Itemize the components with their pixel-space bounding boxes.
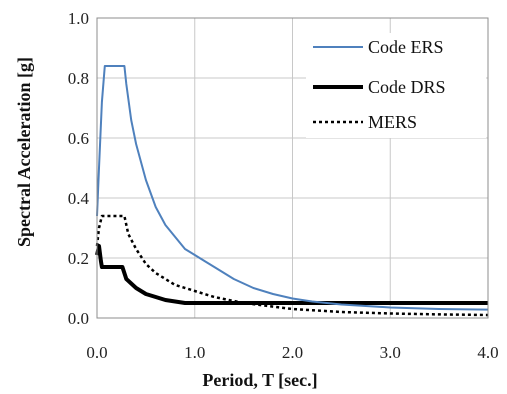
y-axis-title: Spectral Acceleration [g] (14, 57, 34, 247)
series-line-code-ers (96, 65, 489, 311)
series-line-mers (95, 214, 489, 317)
x-tick-label: 2.0 (282, 343, 303, 362)
y-tick-label: 0.0 (68, 309, 89, 328)
x-axis-title: Period, T [sec.] (202, 370, 317, 390)
plot-frame (96, 17, 489, 319)
tick-labels: 0.0 0.2 0.4 0.6 0.8 1.0 0.0 1.0 2.0 3.0 4.0 (68, 9, 499, 362)
y-tick-label: 0.2 (68, 249, 89, 268)
legend-label: MERS (368, 112, 417, 132)
y-tick-label: 1.0 (68, 9, 89, 28)
y-tick-label: 0.8 (68, 69, 89, 88)
x-tick-label: 4.0 (477, 343, 498, 362)
x-tick-label: 0.0 (86, 343, 107, 362)
y-tick-label: 0.6 (68, 129, 89, 148)
legend: Code ERS Code DRS MERS (306, 33, 486, 138)
y-tick-label: 0.4 (68, 189, 90, 208)
x-tick-label: 1.0 (184, 343, 205, 362)
legend-label: Code DRS (368, 77, 446, 97)
series-layer (95, 65, 489, 317)
x-tick-label: 3.0 (380, 343, 401, 362)
legend-label: Code ERS (368, 37, 444, 57)
